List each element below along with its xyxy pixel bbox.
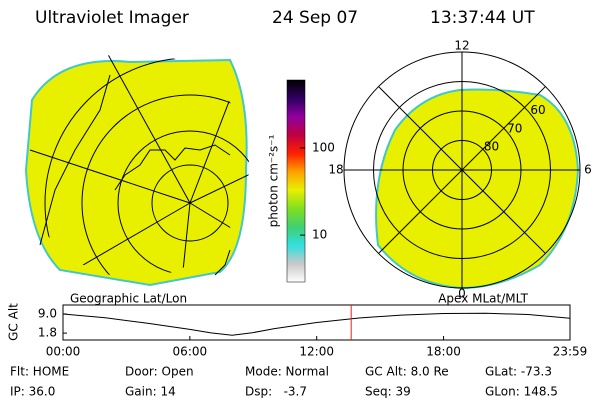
altitude-line (62, 312, 571, 336)
ring-label: 70 (507, 121, 522, 135)
status-field: Seq: 39 (365, 385, 411, 399)
colorbar-tick-label: 10 (312, 228, 327, 242)
y-tick-label: 1.8 (38, 326, 57, 340)
status-field: Gain: 14 (125, 385, 176, 399)
x-tick-label: 18:00 (426, 345, 461, 359)
plot-title-right: Apex MLat/MLT (438, 292, 528, 306)
x-tick-label: 23:59 (553, 345, 588, 359)
altitude-plot: Geographic Lat/Lon Apex MLat/MLT GC Alt 9.0… (7, 292, 588, 359)
status-field: Dsp: -3.7 (245, 385, 307, 399)
time: 13:37:44 UT (430, 8, 535, 28)
x-tick-label: 00:00 (46, 345, 81, 359)
status-field: Mode: Normal (245, 365, 329, 379)
status-footer: Flt: HOME Door: Open Mode: Normal GC Alt: 8… (10, 365, 558, 399)
colorbar: photon cm⁻²s⁻¹ 10 100 (267, 79, 335, 283)
hour-label: 0 (458, 287, 466, 301)
date: 24 Sep 07 (272, 8, 358, 28)
y-tick-label: 9.0 (38, 307, 57, 321)
colorbar-label: photon cm⁻²s⁻¹ (267, 134, 281, 227)
colorbar-scale (286, 79, 306, 283)
polar-spoke (378, 86, 546, 254)
title: Ultraviolet Imager (35, 8, 189, 28)
hour-label: 12 (454, 39, 469, 53)
x-tick-label: 06:00 (173, 345, 208, 359)
status-field: Door: Open (125, 365, 194, 379)
status-field: Flt: HOME (10, 365, 69, 379)
hour-label: 18 (328, 163, 343, 177)
geographic-image (23, 52, 249, 287)
colorbar-tick-label: 100 (312, 140, 335, 154)
x-tick-label: 12:00 (299, 345, 334, 359)
status-field: GLon: 148.5 (485, 385, 558, 399)
status-field: IP: 36.0 (10, 385, 55, 399)
status-field: GLat: -73.3 (485, 365, 552, 379)
plot-title-left: Geographic Lat/Lon (70, 292, 187, 306)
y-axis-label: GC Alt (7, 303, 21, 341)
hour-label: 6 (584, 163, 592, 177)
status-field: GC Alt: 8.0 Re (365, 365, 449, 379)
ring-label: 80 (484, 139, 499, 153)
ring-label: 60 (530, 103, 545, 117)
